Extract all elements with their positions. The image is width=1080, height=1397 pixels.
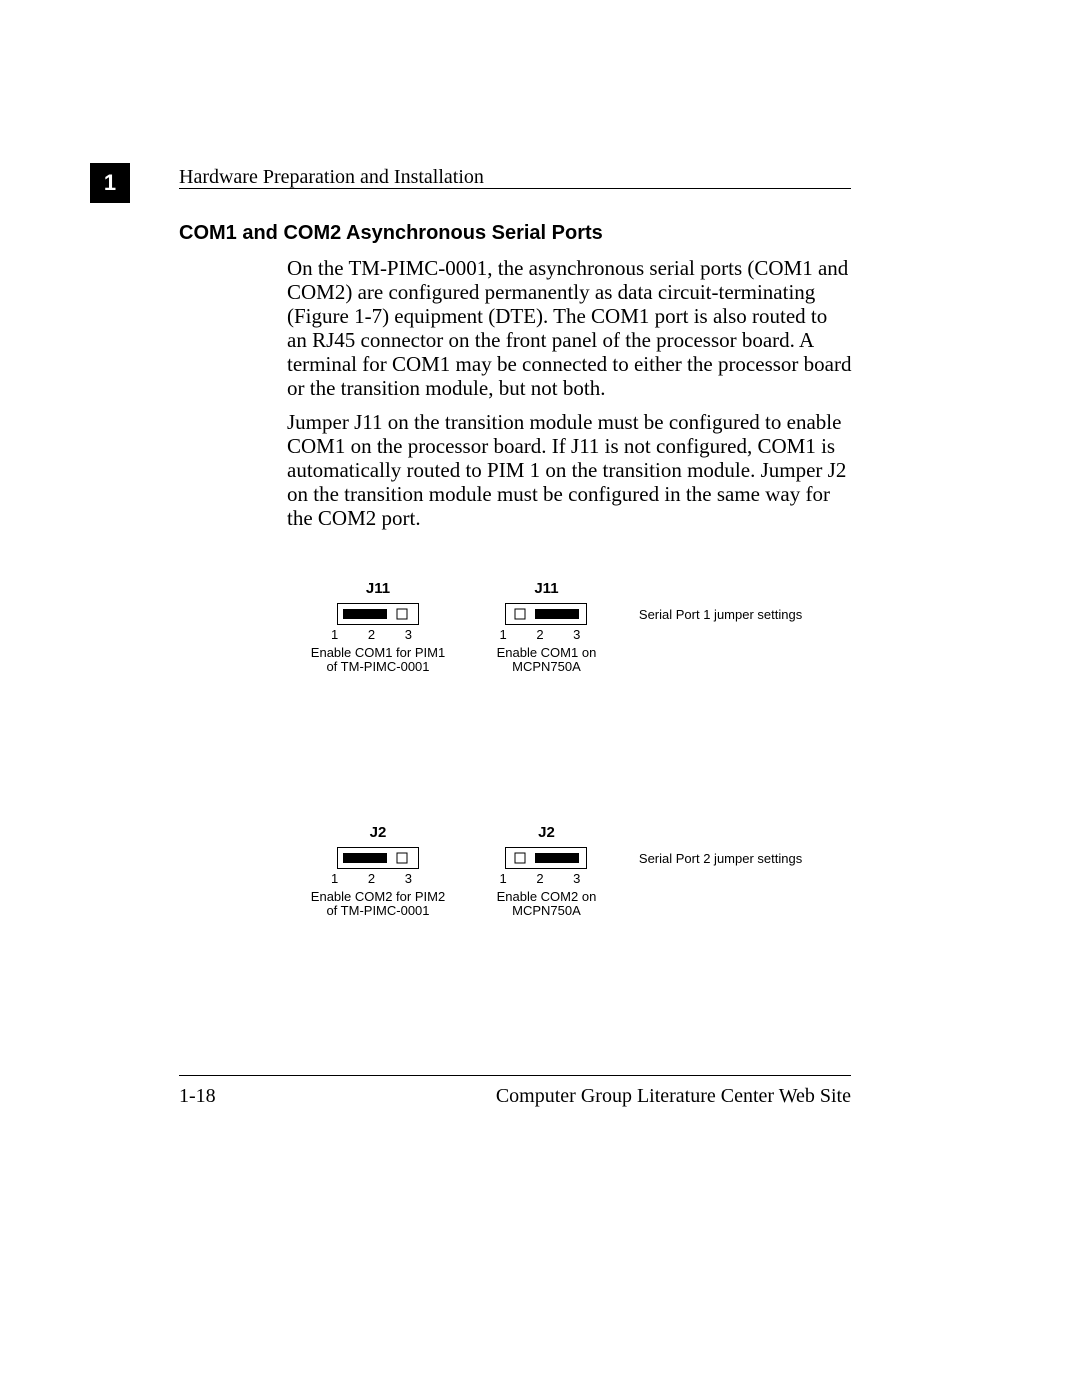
body-paragraph-2: Jumper J11 on the transition module must… [287,410,852,530]
jumper-diagram-icon [505,603,587,625]
side-note-j2: Serial Port 2 jumper settings [639,824,802,866]
footer-right-text: Computer Group Literature Center Web Sit… [496,1085,851,1108]
diagram-row-j2: J2 1 2 3 Enable COM2 for PIM2 of TM-PIMC… [298,824,858,918]
chapter-number: 1 [104,170,116,196]
jumper-j2-left: J2 1 2 3 Enable COM2 for PIM2 of TM-PIMC… [298,824,458,918]
jumper-diagram-icon [337,603,419,625]
document-page: 1 Hardware Preparation and Installation … [0,0,1080,1397]
jumper-j2-right: J2 1 2 3 Enable COM2 on MCPN750A [466,824,626,918]
jumper-j11-left: J11 1 2 3 Enable COM1 for PIM1 of TM-PIM… [298,580,458,674]
jumper-label: J11 [466,580,626,597]
jumper-diagram-icon [337,847,419,869]
jumper-caption: Enable COM2 for PIM2 of TM-PIMC-0001 [298,890,458,918]
pin-labels: 1 2 3 [466,871,626,886]
chapter-number-box: 1 [90,163,130,203]
page-number: 1-18 [179,1085,216,1108]
footer-rule [179,1075,851,1076]
running-head: Hardware Preparation and Installation [179,166,484,189]
jumper-diagram-icon [505,847,587,869]
diagram-row-j11: J11 1 2 3 Enable COM1 for PIM1 of TM-PIM… [298,580,858,674]
jumper-caption: Enable COM2 on MCPN750A [466,890,626,918]
jumper-caption: Enable COM1 on MCPN750A [466,646,626,674]
jumper-label: J2 [466,824,626,841]
header-rule [179,188,851,189]
side-note-j11: Serial Port 1 jumper settings [639,580,802,622]
jumper-j11-right: J11 1 2 3 Enable COM1 on MCPN750A [466,580,626,674]
jumper-caption: Enable COM1 for PIM1 of TM-PIMC-0001 [298,646,458,674]
jumper-label: J11 [298,580,458,597]
jumper-label: J2 [298,824,458,841]
pin-labels: 1 2 3 [298,627,458,642]
pin-labels: 1 2 3 [298,871,458,886]
pin-labels: 1 2 3 [466,627,626,642]
body-paragraph-1: On the TM-PIMC-0001, the asynchronous se… [287,256,852,400]
section-heading: COM1 and COM2 Asynchronous Serial Ports [179,222,603,245]
